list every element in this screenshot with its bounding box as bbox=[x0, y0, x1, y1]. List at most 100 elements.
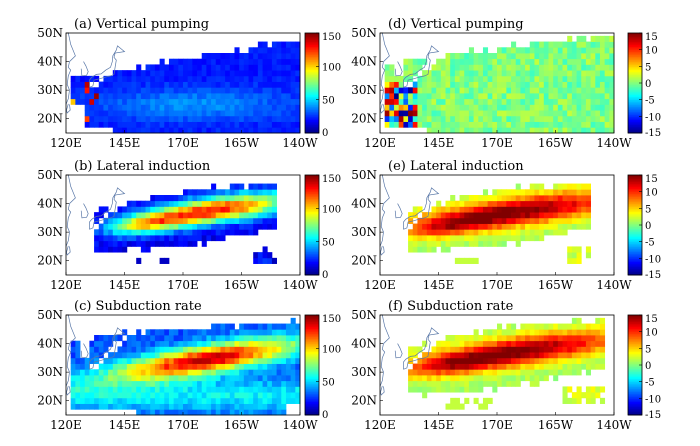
heatmap-cell bbox=[408, 386, 414, 393]
colorbar-step bbox=[305, 119, 319, 122]
colorbar-step bbox=[628, 406, 642, 409]
colorbar-frame bbox=[304, 174, 320, 276]
heatmap-cell bbox=[178, 357, 184, 364]
colorbar-tick-label: 5 bbox=[645, 204, 651, 215]
heatmap-cell bbox=[192, 397, 198, 404]
heatmap-cell bbox=[525, 323, 531, 330]
heatmap-cell bbox=[183, 110, 189, 117]
colorbar-step bbox=[305, 270, 319, 273]
heatmap-cell bbox=[604, 64, 610, 71]
heatmap-cell bbox=[403, 58, 409, 65]
heatmap-cell bbox=[145, 357, 151, 364]
colorbar-step bbox=[628, 401, 642, 404]
heatmap-cell bbox=[525, 369, 531, 376]
heatmap-cell bbox=[239, 104, 245, 111]
heatmap-cell bbox=[436, 206, 442, 213]
heatmap-cell bbox=[220, 189, 226, 196]
heatmap-cell bbox=[576, 257, 582, 264]
heatmap-cell bbox=[215, 392, 221, 399]
heatmap-cell bbox=[159, 110, 165, 117]
colorbar-step bbox=[628, 243, 642, 246]
heatmap-cell bbox=[539, 375, 545, 382]
heatmap-cell bbox=[271, 340, 277, 347]
heatmap-cell bbox=[145, 75, 151, 82]
heatmap-cell bbox=[117, 346, 123, 353]
heatmap-cell bbox=[234, 58, 240, 65]
colorbar-tick-label: 50 bbox=[322, 238, 335, 249]
heatmap-cell bbox=[271, 323, 277, 330]
heatmap-cell bbox=[403, 64, 409, 71]
heatmap-cell bbox=[590, 335, 596, 342]
x-tick-label: 165W bbox=[224, 278, 260, 292]
heatmap-cell bbox=[281, 380, 287, 387]
heatmap-cell bbox=[501, 110, 507, 117]
heatmap-cell bbox=[168, 409, 175, 416]
heatmap-cell bbox=[473, 369, 479, 376]
heatmap-cell bbox=[215, 335, 221, 342]
colorbar-tick-label: 50 bbox=[322, 378, 335, 389]
heatmap-cell bbox=[576, 183, 582, 190]
heatmap-cell bbox=[599, 323, 606, 330]
heatmap-cell bbox=[515, 93, 521, 100]
heatmap-cell bbox=[585, 75, 591, 82]
heatmap-cell bbox=[450, 357, 456, 364]
heatmap-cell bbox=[599, 87, 606, 94]
heatmap-cell bbox=[506, 81, 512, 88]
heatmap-cell bbox=[515, 58, 521, 65]
heatmap-cell bbox=[417, 369, 423, 376]
heatmap-cell bbox=[440, 206, 446, 213]
heatmap-cell bbox=[206, 340, 212, 347]
heatmap-cell bbox=[154, 121, 160, 128]
heatmap-cell bbox=[426, 81, 432, 88]
heatmap-cell bbox=[506, 93, 512, 100]
colorbar-step bbox=[305, 363, 319, 366]
colorbar-step bbox=[305, 56, 319, 59]
colorbar-step bbox=[305, 380, 319, 383]
heatmap-cell bbox=[168, 87, 175, 94]
colorbar-step bbox=[305, 113, 319, 116]
heatmap-cell bbox=[478, 357, 484, 364]
heatmap-cell bbox=[131, 121, 137, 128]
heatmap-cell bbox=[534, 104, 540, 111]
heatmap-cell bbox=[267, 104, 273, 111]
heatmap-cell bbox=[487, 98, 493, 105]
heatmap-cell bbox=[576, 363, 582, 370]
heatmap-cell bbox=[501, 352, 507, 359]
colorbar-step bbox=[628, 338, 642, 341]
heatmap-cell bbox=[520, 229, 526, 236]
heatmap-cell bbox=[567, 369, 573, 376]
heatmap-cell bbox=[576, 335, 582, 342]
heatmap-cell bbox=[529, 75, 535, 82]
heatmap-cell bbox=[581, 223, 587, 230]
heatmap-cell bbox=[206, 223, 212, 230]
heatmap-cell bbox=[436, 110, 442, 117]
heatmap-cell bbox=[450, 75, 456, 82]
heatmap-cell bbox=[557, 323, 563, 330]
heatmap-cell bbox=[281, 93, 287, 100]
heatmap-cell bbox=[534, 380, 540, 387]
heatmap-cell bbox=[267, 98, 273, 105]
heatmap-cell bbox=[140, 70, 146, 77]
colorbar-step bbox=[305, 34, 319, 37]
heatmap-cell bbox=[248, 127, 254, 134]
heatmap-cell bbox=[225, 81, 231, 88]
colorbar-step bbox=[628, 195, 642, 198]
heatmap-cell bbox=[98, 392, 104, 399]
heatmap-cell bbox=[412, 369, 418, 376]
heatmap-cell bbox=[515, 217, 521, 224]
heatmap-cell bbox=[197, 110, 203, 117]
heatmap-cell bbox=[262, 369, 268, 376]
heatmap-cell bbox=[136, 110, 142, 117]
heatmap-cell bbox=[492, 58, 498, 65]
heatmap-cell bbox=[478, 104, 484, 111]
heatmap-cell bbox=[599, 64, 606, 71]
heatmap-cell bbox=[482, 64, 489, 71]
heatmap-cell bbox=[178, 64, 184, 71]
heatmap-cell bbox=[511, 369, 517, 376]
colorbar-step bbox=[305, 79, 319, 82]
heatmap-cell bbox=[98, 223, 104, 230]
heatmap-cell bbox=[295, 115, 301, 122]
heatmap-cell bbox=[440, 235, 446, 242]
heatmap-cell bbox=[257, 93, 263, 100]
colorbar-step bbox=[628, 98, 642, 101]
